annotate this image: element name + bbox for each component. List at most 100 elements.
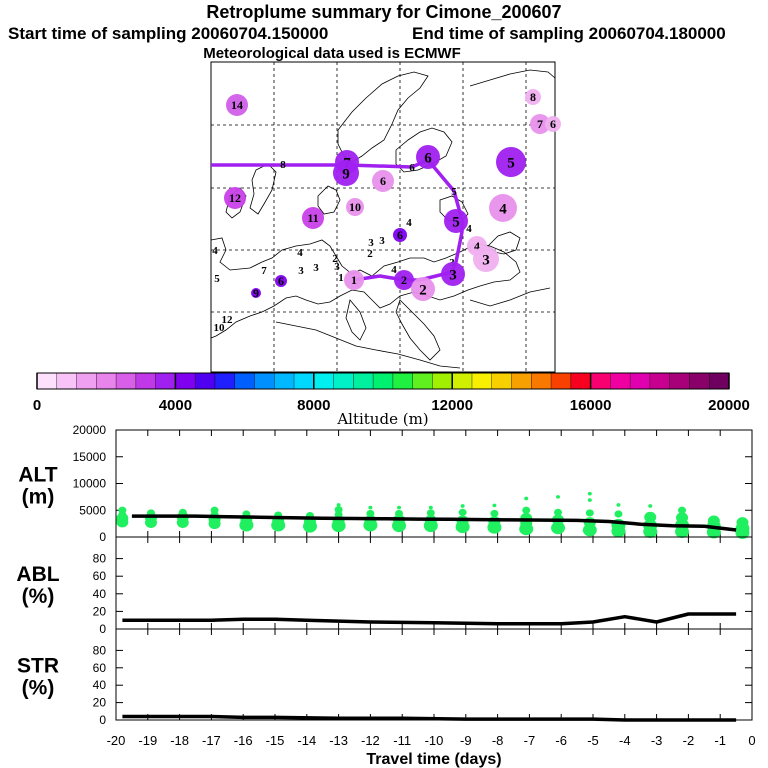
cluster-circle: [302, 207, 324, 229]
cluster-circle: [346, 198, 364, 216]
map-cluster-label: 7: [530, 114, 550, 134]
colorbar-swatch: [56, 373, 78, 389]
plume-altitude-point: [676, 512, 689, 524]
y-tick-label: 20: [93, 696, 107, 710]
sampling-start-time: Start time of sampling 20060704.150000: [8, 24, 329, 43]
x-tick-label: -4: [619, 733, 631, 748]
y-tick-label: 0: [99, 530, 106, 544]
map-cluster-label: 14: [226, 94, 248, 116]
map-coastline: [210, 237, 521, 339]
plume-altitude-point: [522, 506, 531, 514]
cluster-circle: [393, 228, 407, 242]
cluster-day-label: 4: [406, 217, 412, 229]
plume-altitude-point: [178, 508, 187, 516]
cluster-day-label: 6: [397, 228, 403, 242]
colorbar-tick-label: 4000: [159, 397, 192, 414]
cluster-day-label: 4: [297, 247, 303, 259]
cluster-circle: [224, 187, 246, 209]
plume-altitude-point: [426, 509, 435, 517]
map-cluster-label: 3: [379, 235, 385, 247]
cluster-day-label: 2: [332, 253, 338, 265]
x-axis: -20 -19 -18 -17 -16 -15 -14 -13 -12 -11 -10 -9 -8 -7-…: [107, 733, 756, 768]
cluster-day-label: 12: [222, 314, 234, 326]
map-cluster-label: 2: [367, 248, 373, 260]
str-series-line: [122, 714, 737, 722]
map-cluster-label: 2: [332, 253, 338, 265]
plume-altitude-point: [585, 509, 594, 517]
x-tick-label: -7: [524, 733, 536, 748]
x-axis-title: Travel time (days): [366, 751, 501, 768]
y-tick-label: 0: [99, 622, 106, 636]
map-cluster-label: 4: [212, 245, 218, 257]
cluster-circle: [489, 194, 517, 222]
map-cluster-label: 3: [473, 246, 499, 272]
colorbar-swatch: [452, 373, 473, 389]
map-coastline: [275, 321, 461, 369]
colorbar-swatch: [155, 373, 176, 389]
x-tick-label: -16: [234, 733, 253, 748]
map-coastline: [469, 69, 556, 87]
map-cluster-label: 1: [344, 270, 364, 290]
colorbar-swatch: [471, 373, 493, 389]
colorbar-swatch: [709, 373, 730, 389]
x-tick-label: -15: [266, 733, 285, 748]
colorbar-swatch: [392, 373, 414, 389]
x-tick-label: -1: [714, 733, 726, 748]
map-cluster-label: 12: [224, 187, 246, 209]
y-tick-label: 5000: [79, 503, 106, 517]
map-cluster-label: 12: [222, 314, 234, 326]
map-panel: 1487687966565121041154463344433227333114…: [210, 61, 561, 373]
cluster-day-label: 2: [419, 282, 427, 298]
colorbar-swatch: [551, 373, 572, 389]
map-cluster-label: 4: [489, 194, 517, 222]
x-tick-label: -20: [107, 733, 126, 748]
colorbar-tick-label: 0: [33, 397, 41, 414]
cluster-day-label: 3: [368, 237, 374, 249]
cluster-circle: [411, 277, 435, 301]
colorbar-swatch: [590, 373, 611, 389]
x-tick-label: -13: [329, 733, 348, 748]
cluster-circle: [545, 116, 561, 132]
cluster-day-label: 3: [449, 267, 457, 283]
x-tick-label: -2: [683, 733, 695, 748]
panel-ylabel: STR: [17, 655, 59, 678]
colorbar-tick-label: 20000: [708, 397, 750, 414]
colorbar-swatch: [511, 373, 532, 389]
cluster-day-label: 2: [401, 273, 407, 287]
map-cluster-label: 6: [409, 162, 415, 174]
y-tick-label: 60: [93, 661, 107, 675]
colorbar-swatch: [214, 373, 236, 389]
cluster-day-label: 5: [451, 186, 457, 198]
cluster-day-label: 8: [280, 159, 286, 171]
map-cluster-label: 10: [214, 322, 226, 334]
map-cluster-label: 8: [525, 89, 541, 105]
cluster-day-label: 9: [253, 286, 259, 300]
x-tick-label: -5: [587, 733, 599, 748]
x-tick-label: -17: [202, 733, 221, 748]
cluster-circle: [394, 270, 414, 290]
plume-altitude-point: [334, 506, 343, 514]
plume-altitude-point: [368, 505, 373, 510]
colorbar-swatch: [649, 373, 671, 389]
plume-altitude-point: [490, 509, 499, 518]
map-cluster-label: 2: [394, 270, 414, 290]
cluster-day-label: 6: [550, 117, 556, 131]
cluster-day-label: 4: [212, 245, 218, 257]
met-data-source: Meteorological data used is ECMWF: [203, 45, 461, 62]
x-tick-label: -9: [460, 733, 472, 748]
map-cluster-label: 8: [280, 159, 286, 171]
x-tick-label: -3: [651, 733, 663, 748]
cluster-day-label: 1: [338, 272, 344, 284]
colorbar-swatch: [116, 373, 137, 389]
colorbar-swatch: [313, 373, 335, 389]
map-cluster-label: 3: [313, 262, 319, 274]
plume-altitude-point: [554, 508, 563, 516]
map-cluster-label: 6: [275, 274, 287, 288]
cluster-day-label: 10: [214, 322, 226, 334]
sampling-end-time: End time of sampling 20060704.180000: [412, 24, 726, 43]
x-tick-label: -8: [492, 733, 504, 748]
map-cluster-label: 2: [411, 277, 435, 301]
map-cluster-label: 6: [393, 228, 407, 242]
map-coastline: [395, 127, 453, 173]
